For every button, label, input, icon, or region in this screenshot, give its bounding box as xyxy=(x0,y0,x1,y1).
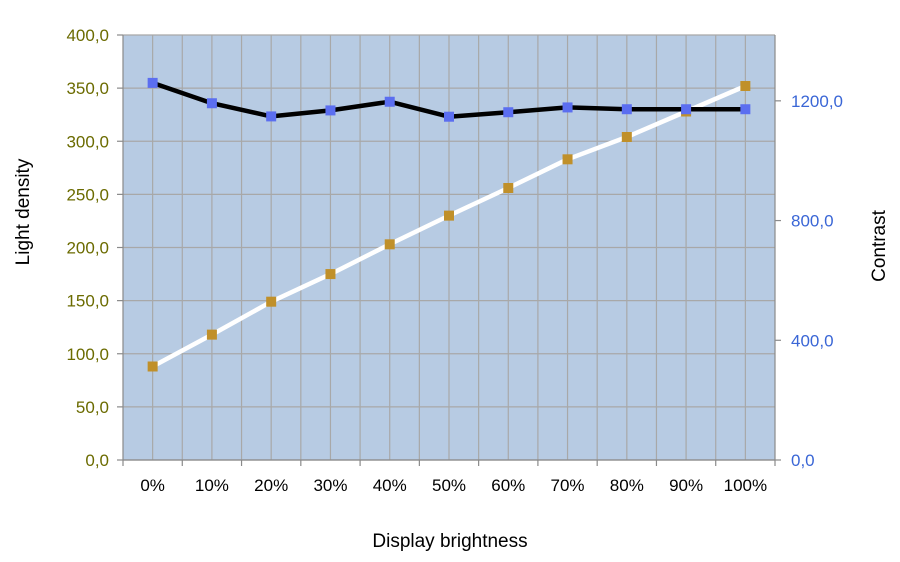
y-right-tick-label: 400,0 xyxy=(791,331,834,350)
series-2-marker xyxy=(444,111,454,122)
x-tick-label: 60% xyxy=(491,476,525,495)
axes xyxy=(117,34,781,466)
series-2-marker xyxy=(206,98,217,109)
y-left-tick-label: 150,0 xyxy=(66,292,109,311)
series-1-marker xyxy=(562,154,573,165)
y-right-tick-label: 800,0 xyxy=(791,212,834,231)
series-2-marker xyxy=(503,107,514,118)
series-1-marker xyxy=(266,296,277,307)
series-2-marker xyxy=(147,77,158,88)
series-1-marker xyxy=(325,269,336,280)
y-left-tick-label: 100,0 xyxy=(66,345,109,364)
tick-labels: 0,0 50,0 100,0 150,0 200,0 250,0 300,0 350,0 400… xyxy=(66,26,843,495)
series-1-marker xyxy=(384,239,395,250)
grid xyxy=(123,34,775,461)
x-tick-label: 70% xyxy=(551,476,585,495)
y-left-tick-label: 400,0 xyxy=(66,26,109,45)
x-tick-label: 10% xyxy=(195,476,229,495)
series-1-marker xyxy=(147,361,158,372)
y-left-axis-title: Light density xyxy=(13,158,34,265)
series-2-marker xyxy=(740,104,751,115)
y-left-tick-label: 300,0 xyxy=(66,132,109,151)
y-left-tick-label: 350,0 xyxy=(66,79,109,98)
x-axis-title: Display brightness xyxy=(372,531,527,552)
series-1-marker xyxy=(206,329,217,340)
series-1-marker xyxy=(621,132,632,142)
series-2-marker xyxy=(562,102,573,113)
y-left-tick-label: 200,0 xyxy=(66,239,109,258)
x-tick-label: 20% xyxy=(254,476,288,495)
series-1-marker xyxy=(740,81,751,91)
series-1-marker xyxy=(503,183,514,193)
x-tick-label: 40% xyxy=(373,476,407,495)
y-right-tick-label: 0,0 xyxy=(791,451,815,470)
x-tick-label: 50% xyxy=(432,476,466,495)
y-left-tick-label: 50,0 xyxy=(76,398,109,417)
x-tick-label: 90% xyxy=(669,476,703,495)
y-right-axis-title: Contrast xyxy=(869,209,890,282)
series-1-marker xyxy=(444,210,454,221)
series-layer xyxy=(147,77,751,372)
y-left-tick-label: 250,0 xyxy=(66,185,109,204)
series-2-marker xyxy=(384,96,395,107)
series-2-marker xyxy=(621,104,632,115)
x-tick-label: 100% xyxy=(724,476,767,495)
y-left-tick-label: 0,0 xyxy=(85,451,109,470)
y-right-tick-label: 1200,0 xyxy=(791,92,843,111)
series-2-marker xyxy=(266,111,277,122)
x-tick-label: 80% xyxy=(610,476,644,495)
x-tick-label: 0% xyxy=(140,476,165,495)
series-2-marker xyxy=(325,105,336,116)
series-2-marker xyxy=(681,104,692,115)
x-tick-label: 30% xyxy=(313,476,347,495)
